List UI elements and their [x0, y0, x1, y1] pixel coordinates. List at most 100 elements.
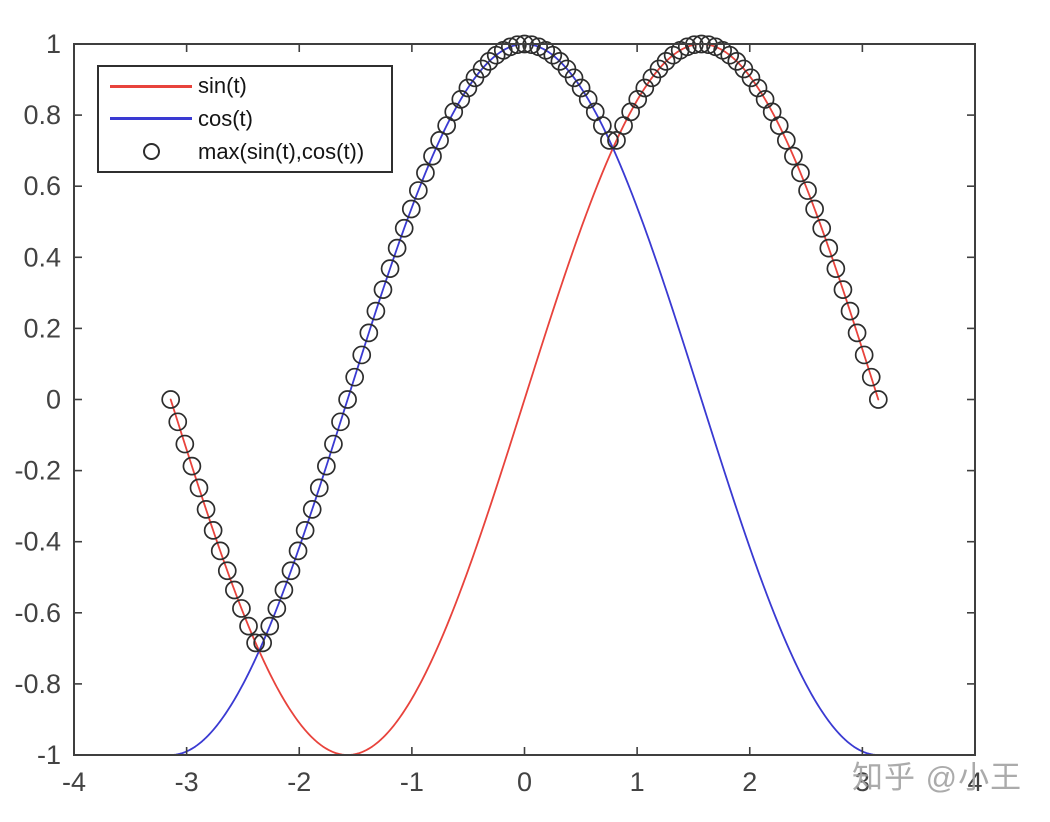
max-marker — [196, 500, 216, 519]
max-marker — [359, 323, 379, 343]
y-tick-label: 0.2 — [23, 313, 61, 343]
max-marker — [854, 345, 874, 365]
max-marker — [380, 259, 400, 278]
max-marker — [182, 456, 202, 476]
max-marker — [776, 131, 796, 150]
max-marker — [338, 390, 357, 409]
legend-swatch-area — [108, 84, 194, 88]
max-marker — [373, 280, 393, 299]
max-marker — [840, 301, 860, 321]
legend-line-swatch-sin — [110, 84, 192, 88]
max-marker — [571, 78, 591, 98]
max-marker — [239, 616, 258, 636]
y-tick-label: -0.4 — [14, 527, 61, 557]
y-tick-label: -0.8 — [14, 669, 61, 699]
max-marker — [791, 163, 810, 183]
max-marker — [769, 116, 789, 135]
max-marker — [217, 561, 237, 581]
max-marker — [458, 78, 478, 98]
max-marker — [288, 541, 308, 561]
max-marker — [225, 580, 244, 600]
y-tick-label: -1 — [37, 740, 61, 770]
legend-circle-marker-swatch — [142, 143, 160, 161]
max-marker — [175, 434, 195, 454]
max-marker — [592, 116, 612, 135]
max-marker — [423, 146, 442, 166]
max-marker — [324, 434, 343, 454]
max-marker — [387, 238, 407, 258]
legend[interactable]: sin(t) cos(t) max(sin(t),cos(t)) — [97, 65, 393, 173]
x-tick-label: -2 — [287, 767, 311, 797]
max-marker — [302, 500, 322, 519]
legend-label-cos: cos(t) — [198, 105, 253, 131]
x-tick-label: -4 — [62, 767, 86, 797]
max-marker — [345, 367, 365, 387]
y-tick-label: 1 — [46, 29, 61, 59]
legend-swatch-area — [108, 143, 194, 161]
max-marker — [274, 580, 294, 600]
x-tick-label: 3 — [855, 767, 870, 797]
max-marker — [210, 541, 230, 561]
max-marker — [260, 616, 280, 636]
y-tick-label: 0.8 — [23, 100, 61, 130]
max-marker — [168, 412, 188, 432]
max-marker — [267, 599, 287, 618]
max-marker — [189, 478, 209, 498]
max-marker — [868, 390, 888, 409]
x-tick-label: -3 — [175, 767, 199, 797]
y-tick-label: -0.2 — [14, 456, 61, 486]
x-tick-label: 1 — [630, 767, 645, 797]
y-tick-label: 0.4 — [23, 242, 61, 272]
max-marker — [281, 561, 301, 581]
max-marker — [656, 52, 676, 71]
max-marker — [366, 301, 386, 321]
max-marker — [401, 199, 421, 219]
max-marker — [501, 37, 520, 57]
max-marker — [784, 146, 803, 166]
max-marker — [479, 52, 499, 71]
max-marker — [635, 78, 655, 98]
max-marker — [748, 78, 768, 98]
max-marker — [161, 390, 181, 409]
max-marker — [826, 259, 846, 278]
max-marker — [833, 280, 853, 299]
legend-swatch-area — [108, 117, 194, 121]
max-marker — [798, 181, 817, 200]
max-marker — [819, 238, 839, 258]
legend-entry-cos: cos(t) — [99, 104, 391, 134]
max-marker — [847, 323, 867, 343]
x-tick-label: 0 — [517, 767, 532, 797]
max-marker — [628, 89, 648, 109]
max-marker — [607, 131, 626, 150]
max-marker — [720, 45, 740, 65]
x-tick-label: 2 — [742, 767, 757, 797]
max-marker — [409, 181, 428, 200]
max-marker — [246, 633, 265, 653]
y-tick-label: -0.6 — [14, 598, 61, 628]
max-marker — [232, 599, 251, 618]
max-marker — [331, 412, 350, 432]
legend-label-max: max(sin(t),cos(t)) — [198, 138, 365, 164]
y-tick-label: 0 — [46, 385, 61, 415]
max-marker — [309, 478, 329, 498]
max-marker — [451, 89, 471, 109]
max-marker — [805, 199, 824, 219]
x-tick-label: 4 — [967, 767, 982, 797]
max-marker — [394, 218, 414, 238]
x-tick-label: -1 — [400, 767, 424, 797]
legend-entry-sin: sin(t) — [99, 71, 391, 101]
y-tick-label: 0.6 — [23, 171, 61, 201]
max-marker — [600, 131, 619, 150]
legend-entry-max: max(sin(t),cos(t)) — [99, 137, 391, 167]
max-marker — [352, 345, 372, 365]
max-marker — [564, 68, 584, 88]
max-marker — [861, 367, 881, 387]
legend-label-sin: sin(t) — [198, 73, 247, 99]
max-marker — [677, 37, 697, 57]
max-marker — [317, 456, 336, 476]
max-marker — [203, 521, 223, 540]
max-marker — [295, 521, 315, 540]
max-marker — [416, 163, 435, 183]
